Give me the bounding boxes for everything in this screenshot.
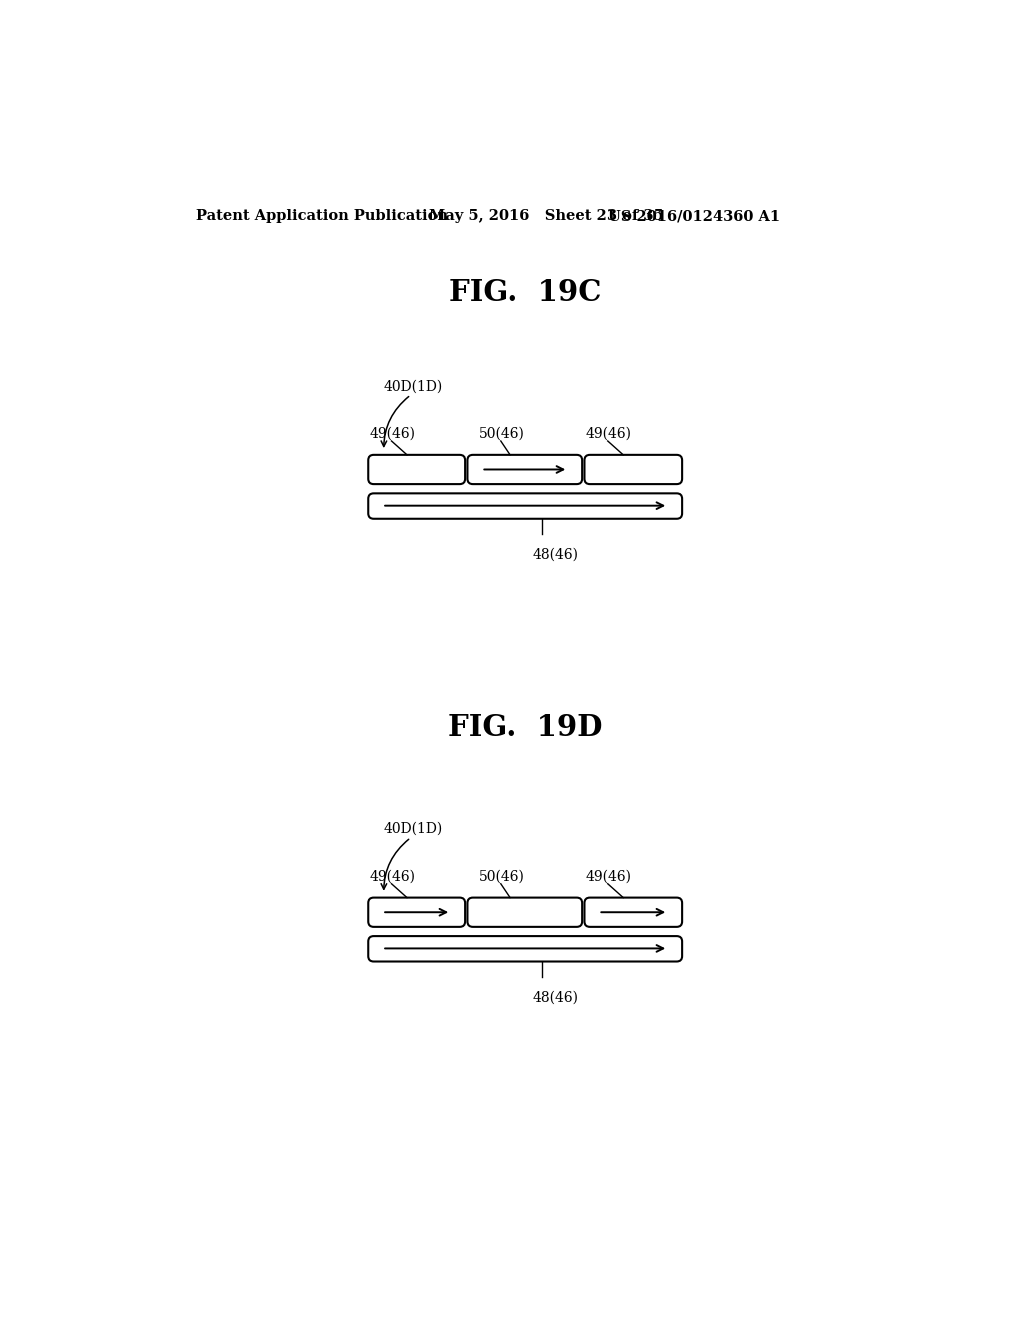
Text: 48(46): 48(46) xyxy=(532,991,579,1005)
FancyBboxPatch shape xyxy=(585,898,682,927)
Text: 48(46): 48(46) xyxy=(532,548,579,562)
Text: 50(46): 50(46) xyxy=(479,870,525,884)
Text: 50(46): 50(46) xyxy=(479,426,525,441)
Text: 49(46): 49(46) xyxy=(370,870,416,884)
Text: May 5, 2016   Sheet 23 of 35: May 5, 2016 Sheet 23 of 35 xyxy=(429,209,664,223)
Text: 49(46): 49(46) xyxy=(586,870,632,884)
FancyBboxPatch shape xyxy=(369,494,682,519)
FancyBboxPatch shape xyxy=(369,898,465,927)
Text: 49(46): 49(46) xyxy=(370,426,416,441)
FancyBboxPatch shape xyxy=(369,455,465,484)
FancyBboxPatch shape xyxy=(467,898,583,927)
Text: FIG.  19D: FIG. 19D xyxy=(447,713,602,742)
FancyBboxPatch shape xyxy=(585,455,682,484)
FancyBboxPatch shape xyxy=(467,455,583,484)
Text: 40D(1D): 40D(1D) xyxy=(384,822,443,836)
Text: FIG.  19C: FIG. 19C xyxy=(449,277,601,306)
Text: 49(46): 49(46) xyxy=(586,426,632,441)
Text: US 2016/0124360 A1: US 2016/0124360 A1 xyxy=(608,209,780,223)
Text: 40D(1D): 40D(1D) xyxy=(384,379,443,393)
FancyBboxPatch shape xyxy=(369,936,682,961)
Text: Patent Application Publication: Patent Application Publication xyxy=(197,209,449,223)
